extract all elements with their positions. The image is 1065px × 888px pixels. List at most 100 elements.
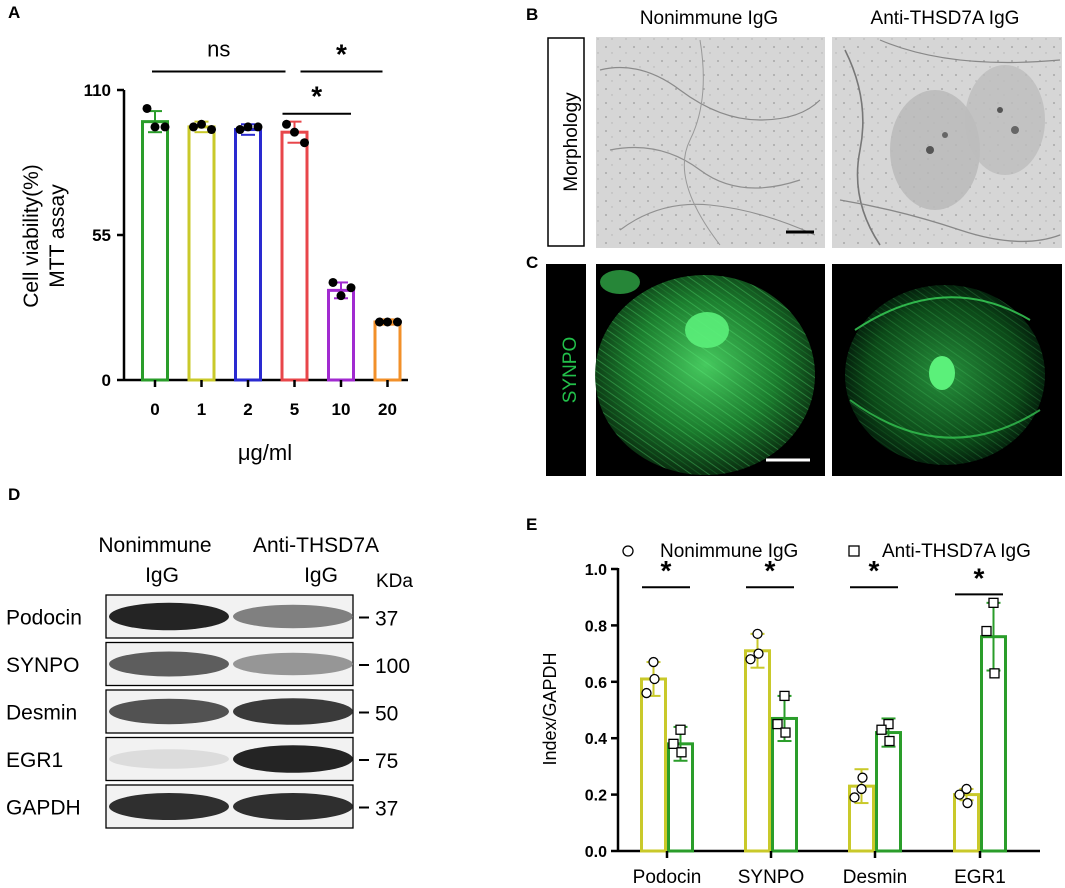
synpo-image-nonimmune [595, 264, 825, 476]
chart-e-ytick-label: 0.2 [585, 788, 607, 805]
blot-unit: KDa [376, 571, 413, 592]
chart-e-point-nonimmune [641, 687, 652, 699]
chart-e-bar [875, 731, 902, 853]
chart-a-point [235, 125, 245, 135]
blot-kda-label: 50 [375, 703, 398, 726]
blot-kda-label: 100 [375, 655, 410, 678]
chart-a-marks: 0 55 110 0 1 2 5 10 20 ns * * [84, 37, 402, 419]
blot-kda-label: 37 [375, 608, 398, 631]
chart-e-bar [771, 716, 798, 853]
morphology-image-anti [832, 37, 1062, 248]
chart-a-xtick-label: 1 [197, 400, 206, 419]
chart-a-point [375, 317, 384, 327]
blot-row-label: GAPDH [6, 797, 81, 820]
panel-d: D Nonimmune IgG Anti-THSD7A IgG KDa Podo… [6, 485, 413, 829]
chart-e-significance-label: * [661, 555, 672, 586]
blot-band-nonimmune [109, 602, 229, 631]
chart-a-point [243, 122, 253, 132]
panel-a: A 0 55 110 0 1 2 5 10 20 ns * * Cell viability(%) M… [8, 3, 408, 465]
blot-band-anti [233, 793, 353, 820]
chart-e-ytick-label: 1.0 [585, 562, 607, 579]
chart-a-point [160, 122, 170, 132]
panel-e-letter: E [526, 515, 537, 534]
panel-a-letter: A [8, 3, 20, 22]
chart-e-ytick-label: 0.4 [585, 731, 607, 748]
chart-e-point-nonimmune [752, 628, 763, 640]
chart-e-xtick-label: SYNPO [738, 867, 805, 888]
blot-row-label: EGR1 [6, 749, 63, 772]
chart-a-ylabel-line2: MTT assay [46, 184, 69, 288]
blot-band-nonimmune [109, 793, 229, 820]
chart-e-bar [640, 677, 667, 853]
chart-e-xtick-label: EGR1 [954, 867, 1006, 888]
chart-a-xtick-label: 5 [290, 400, 299, 419]
chart-a-point [346, 283, 356, 293]
chart-a-ytick-label: 55 [92, 226, 111, 245]
chart-e-point-nonimmune [648, 656, 659, 668]
chart-a-xtick-label: 20 [378, 400, 397, 419]
chart-e-point-anti [988, 597, 999, 608]
chart-e-xtick-label: Desmin [843, 867, 907, 888]
chart-a-ylabel-line1: Cell viability(%) [20, 164, 43, 308]
row-synpo-label: SYNPO [560, 337, 581, 404]
chart-a-significance-label: ns [207, 37, 230, 62]
chart-a-point [336, 291, 346, 301]
blot-kda-label: 37 [375, 798, 398, 821]
morphology-label-box [547, 37, 585, 247]
legend-marker-anti [848, 545, 860, 557]
blot-band-anti [233, 604, 353, 629]
chart-e-point-nonimmune [857, 772, 868, 783]
chart-e-point-anti [883, 718, 894, 730]
blot-col-anti-line2: IgG [304, 564, 338, 587]
blot-band-nonimmune [109, 651, 229, 677]
chart-e-point-anti [989, 668, 1000, 679]
panel-e: E Nonimmune IgG Anti-THSD7A IgG 0.00.20.… [526, 515, 1040, 888]
chart-a-point [328, 277, 338, 287]
legend-marker-nonimmune [622, 545, 634, 557]
chart-a-point [197, 119, 206, 129]
blot-band-anti [233, 745, 353, 773]
panel-c: C SYNPO [526, 253, 1062, 476]
chart-e-point-anti [876, 724, 887, 735]
chart-e-xtick-label: Podocin [633, 867, 702, 888]
panel-b-letter: B [526, 5, 538, 24]
chart-e-significance-label: * [869, 555, 880, 586]
legend-label-nonimmune: Nonimmune IgG [660, 541, 798, 562]
blot-band-nonimmune [109, 749, 229, 769]
blot-row-label: Podocin [6, 607, 82, 630]
blot-band-anti [233, 652, 353, 676]
chart-a-xtick-label: 2 [243, 400, 252, 419]
chart-e-ylabel: Index/GAPDH [540, 652, 560, 765]
chart-e-point-anti [676, 747, 687, 758]
synpo-label-box [546, 264, 586, 476]
chart-e-point-nonimmune [856, 783, 867, 795]
chart-e-significance-label: * [765, 555, 776, 586]
synpo-image-anti [832, 264, 1062, 476]
chart-e-point-anti [779, 690, 790, 702]
chart-a-significance-label: * [336, 39, 347, 70]
chart-e-point-nonimmune [962, 797, 973, 809]
chart-e-point-nonimmune [961, 783, 972, 795]
chart-a-point [383, 317, 392, 327]
chart-e-point-anti [668, 738, 679, 749]
blot-row-label: Desmin [6, 702, 77, 725]
chart-e-point-anti [884, 735, 895, 747]
panel-d-letter: D [8, 485, 20, 504]
chart-a-point [189, 122, 198, 132]
chart-a-point [393, 317, 402, 327]
morphology-image-nonimmune [596, 37, 825, 248]
chart-e-significance-label: * [974, 562, 985, 593]
chart-a-point [300, 138, 309, 148]
chart-a-xtick-label: 0 [150, 400, 159, 419]
chart-a-point [142, 103, 152, 113]
chart-e-ytick-label: 0.6 [585, 675, 607, 692]
chart-a-point [207, 125, 216, 135]
blot-band-nonimmune [109, 698, 229, 725]
chart-e-point-nonimmune [954, 789, 965, 800]
chart-a-point [253, 122, 263, 132]
row-morphology-label: Morphology [561, 92, 582, 192]
blot-col-nonimmune-line2: IgG [145, 564, 179, 587]
chart-e-point-nonimmune [753, 648, 764, 659]
imaging-col-nonimmune: Nonimmune IgG [640, 8, 778, 29]
